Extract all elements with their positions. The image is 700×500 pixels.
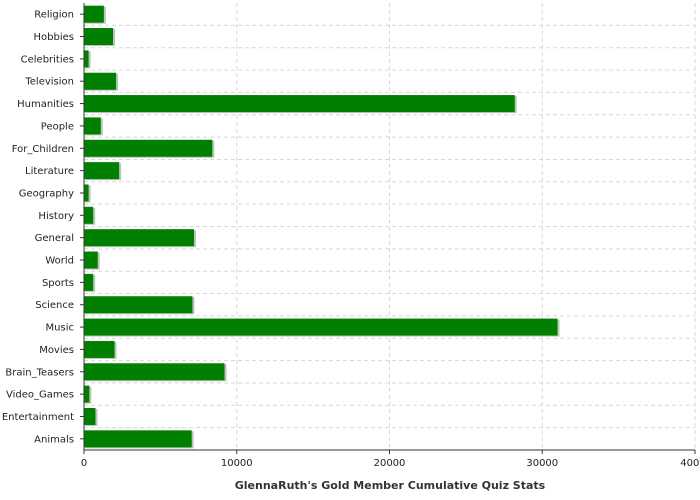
bar-hobbies	[84, 28, 114, 46]
bar-general	[84, 229, 194, 247]
bar-people	[84, 117, 101, 135]
bar-entertainment	[84, 407, 96, 425]
bars	[84, 5, 560, 449]
category-label: Video_Games	[6, 390, 74, 401]
bar-literature	[84, 162, 120, 180]
bar-movies	[84, 340, 115, 358]
category-labels: Religion Hobbies Celebrities Television Huma…	[2, 10, 84, 445]
category-label: Music	[46, 323, 74, 334]
bar-animals	[84, 430, 192, 448]
category-label: People	[41, 121, 74, 132]
category-label: General	[35, 233, 74, 244]
bar-humanities	[84, 95, 515, 113]
bar-science	[84, 296, 193, 314]
category-label: Geography	[19, 188, 74, 199]
category-label: World	[45, 256, 74, 267]
bar-sports	[84, 273, 94, 291]
bar-television	[84, 72, 117, 90]
category-label: Literature	[25, 166, 74, 177]
category-label: Hobbies	[34, 32, 74, 43]
bar-for-children	[84, 139, 213, 157]
x-tick-label: 4000	[680, 458, 700, 469]
x-tick-label: 20000	[374, 458, 406, 469]
category-label: Television	[24, 77, 74, 88]
category-label: Movies	[39, 345, 74, 356]
category-label: Sports	[42, 278, 74, 289]
x-tick-labels: 0 10000 20000 30000 4000	[81, 450, 700, 469]
category-label: Brain_Teasers	[5, 367, 74, 378]
category-label: Animals	[34, 434, 74, 445]
gridlines	[84, 3, 696, 450]
x-tick-label: 10000	[221, 458, 253, 469]
bar-video-games	[84, 385, 90, 403]
bar-celebrities	[84, 50, 89, 68]
bar-world	[84, 251, 98, 269]
bar-music	[84, 318, 558, 336]
category-label: History	[38, 211, 74, 222]
x-tick-label: 0	[81, 458, 87, 469]
bar-religion	[84, 5, 104, 23]
category-label: Entertainment	[2, 412, 74, 423]
category-label: Celebrities	[21, 54, 74, 65]
bar-brain-teasers	[84, 363, 225, 381]
category-label: Humanities	[17, 99, 74, 110]
x-tick-label: 30000	[526, 458, 558, 469]
category-label: Religion	[34, 10, 74, 21]
x-axis-title: GlennaRuth's Gold Member Cumulative Quiz…	[235, 479, 546, 492]
bar-geography	[84, 184, 89, 202]
bar-history	[84, 206, 94, 224]
category-label: For_Children	[12, 144, 74, 155]
category-label: Science	[35, 300, 74, 311]
